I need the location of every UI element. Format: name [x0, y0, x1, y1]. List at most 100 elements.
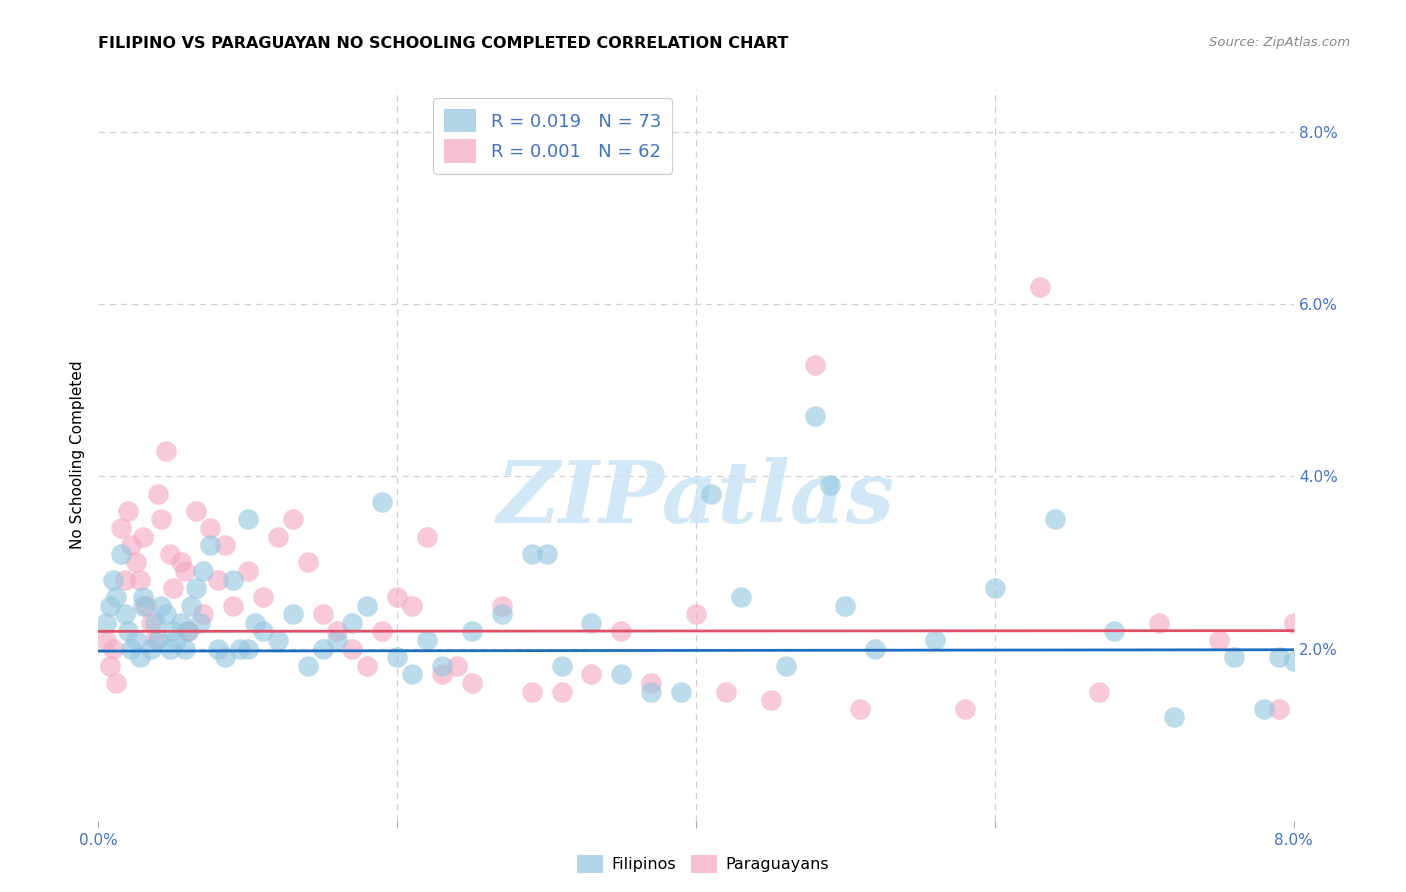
Point [129, 573, 152, 587]
Point [105, 590, 128, 604]
Point [150, 512, 173, 526]
Point [184, 582, 207, 596]
Point [200, 521, 222, 535]
Point [159, 547, 181, 561]
Point [491, 607, 513, 621]
Point [103, 573, 125, 587]
Point [491, 599, 513, 613]
Point [200, 538, 222, 552]
Point [155, 443, 177, 458]
Point [520, 547, 543, 561]
Point [148, 486, 170, 500]
Point [162, 624, 184, 639]
Legend: Filipinos, Paraguayans: Filipinos, Paraguayans [571, 848, 835, 880]
Point [640, 676, 662, 690]
Point [356, 658, 378, 673]
Point [342, 641, 364, 656]
Point [700, 486, 723, 500]
Point [132, 530, 155, 544]
Point [371, 624, 394, 639]
Point [267, 530, 290, 544]
Point [849, 702, 872, 716]
Point [610, 667, 633, 681]
Text: FILIPINO VS PARAGUAYAN NO SCHOOLING COMPLETED CORRELATION CHART: FILIPINO VS PARAGUAYAN NO SCHOOLING COMP… [98, 36, 789, 51]
Point [953, 702, 976, 716]
Point [1267, 702, 1289, 716]
Point [135, 599, 157, 613]
Point [804, 409, 827, 424]
Point [281, 607, 304, 621]
Point [550, 684, 572, 698]
Point [342, 615, 364, 630]
Point [236, 564, 259, 578]
Point [103, 641, 125, 656]
Point [120, 641, 142, 656]
Point [252, 590, 274, 604]
Point [191, 607, 214, 621]
Point [1163, 710, 1185, 724]
Point [252, 624, 274, 639]
Point [207, 641, 229, 656]
Point [114, 607, 136, 621]
Point [125, 556, 148, 570]
Point [177, 624, 200, 639]
Point [1102, 624, 1125, 639]
Point [1028, 280, 1050, 294]
Point [139, 615, 162, 630]
Point [581, 667, 603, 681]
Point [461, 676, 484, 690]
Point [446, 658, 468, 673]
Point [1088, 684, 1111, 698]
Point [188, 615, 211, 630]
Point [430, 658, 453, 673]
Point [177, 624, 200, 639]
Point [416, 530, 439, 544]
Point [120, 538, 142, 552]
Point [863, 641, 887, 656]
Point [169, 556, 191, 570]
Point [169, 615, 191, 630]
Point [1282, 615, 1305, 630]
Point [326, 624, 349, 639]
Point [110, 547, 132, 561]
Point [984, 582, 1007, 596]
Y-axis label: No Schooling Completed: No Schooling Completed [70, 360, 86, 549]
Point [155, 607, 177, 621]
Point [685, 607, 707, 621]
Point [820, 478, 842, 492]
Point [1282, 655, 1305, 669]
Point [401, 667, 423, 681]
Point [520, 684, 543, 698]
Point [385, 590, 409, 604]
Point [222, 599, 245, 613]
Point [143, 615, 166, 630]
Point [669, 684, 692, 698]
Point [267, 632, 290, 647]
Point [775, 658, 797, 673]
Point [834, 599, 856, 613]
Point [148, 632, 170, 647]
Point [326, 632, 349, 647]
Point [371, 495, 394, 509]
Point [236, 641, 259, 656]
Point [924, 632, 946, 647]
Point [297, 658, 319, 673]
Point [165, 632, 187, 647]
Point [110, 521, 132, 535]
Point [461, 624, 484, 639]
Point [245, 615, 267, 630]
Point [1267, 650, 1289, 665]
Point [550, 658, 572, 673]
Point [159, 641, 181, 656]
Point [401, 599, 423, 613]
Legend: R = 0.019   N = 73, R = 0.001   N = 62: R = 0.019 N = 73, R = 0.001 N = 62 [433, 98, 672, 174]
Point [281, 512, 304, 526]
Point [150, 599, 173, 613]
Point [184, 504, 207, 518]
Point [581, 615, 603, 630]
Point [132, 599, 155, 613]
Point [730, 590, 752, 604]
Point [1208, 632, 1230, 647]
Point [207, 573, 229, 587]
Point [214, 538, 236, 552]
